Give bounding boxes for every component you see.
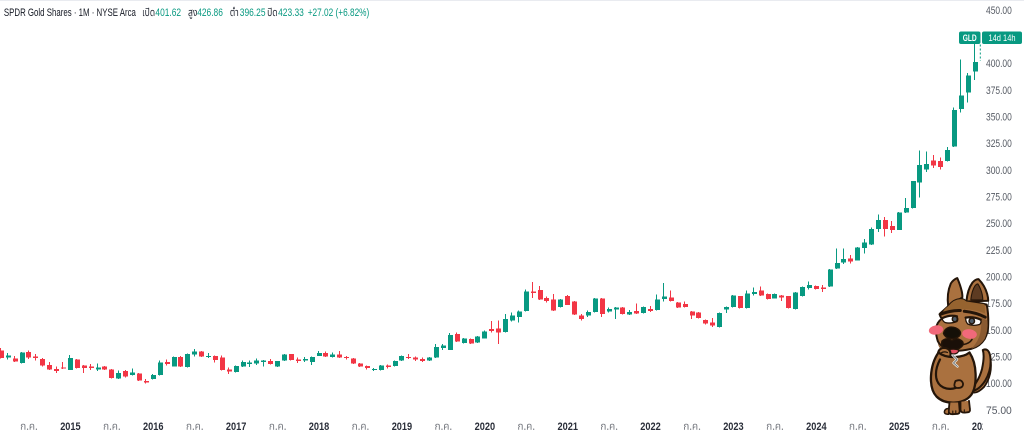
svg-text:2016: 2016 [143, 421, 164, 433]
svg-text:325.00: 325.00 [986, 138, 1012, 150]
svg-text:225.00: 225.00 [986, 245, 1012, 257]
svg-text:450.00: 450.00 [986, 5, 1012, 17]
svg-text:175.00: 175.00 [986, 298, 1012, 310]
svg-text:396.25: 396.25 [240, 7, 266, 19]
svg-text:14d 14h: 14d 14h [989, 33, 1016, 44]
svg-text:125.00: 125.00 [986, 352, 1012, 364]
svg-text:2018: 2018 [309, 421, 330, 433]
svg-text:2017: 2017 [226, 421, 247, 433]
svg-text:300.00: 300.00 [986, 165, 1012, 177]
svg-text:250.00: 250.00 [986, 218, 1012, 230]
svg-text:GLD: GLD [963, 33, 977, 44]
svg-text:2024: 2024 [806, 421, 827, 433]
svg-text:2022: 2022 [640, 421, 661, 433]
svg-text:200.00: 200.00 [986, 272, 1012, 284]
svg-text:350.00: 350.00 [986, 112, 1012, 124]
svg-text:150.00: 150.00 [986, 325, 1012, 337]
svg-text:2021: 2021 [558, 421, 579, 433]
svg-text:100.00: 100.00 [986, 378, 1012, 390]
svg-text:2015: 2015 [60, 421, 80, 433]
svg-text:2023: 2023 [723, 421, 744, 433]
svg-text:SPDR Gold Shares · 1M · NYSE A: SPDR Gold Shares · 1M · NYSE Arca [4, 7, 137, 19]
svg-text:275.00: 275.00 [986, 192, 1012, 204]
svg-text:401.62: 401.62 [155, 7, 181, 19]
svg-text:75.00: 75.00 [986, 405, 1012, 417]
svg-text:426.86: 426.86 [197, 7, 223, 19]
svg-text:423.33: 423.33 [278, 7, 304, 19]
svg-text:2019: 2019 [392, 421, 413, 433]
svg-text:2020: 2020 [475, 421, 496, 433]
svg-text:2025: 2025 [889, 421, 910, 433]
svg-text:2026: 2026 [972, 421, 993, 433]
svg-text:+27.02 (+6.82%): +27.02 (+6.82%) [308, 7, 370, 19]
svg-text:400.00: 400.00 [986, 58, 1012, 70]
svg-text:375.00: 375.00 [986, 85, 1012, 97]
